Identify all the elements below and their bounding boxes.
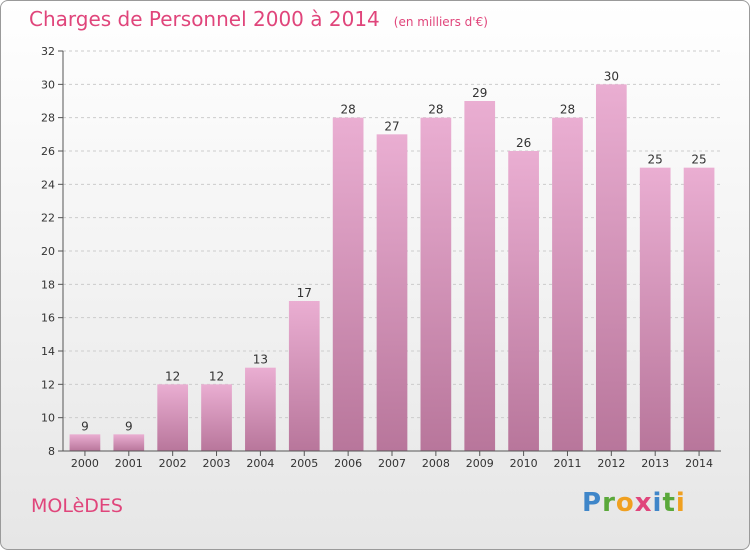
y-tick-label: 8 [48,445,55,458]
bar-value-label: 13 [253,353,268,367]
bar-value-label: 9 [125,419,133,433]
bar [157,384,189,451]
x-tick-label: 2008 [422,457,450,470]
y-tick-label: 24 [41,178,55,191]
bar [639,167,671,451]
y-tick-label: 28 [41,112,55,125]
chart-subtitle: (en milliers d'€) [393,15,488,29]
bars: 9 9 12 12 13 17 28 27 28 29 26 28 30 25 25 [69,69,715,452]
chart-title: Charges de Personnel 2000 à 2014 (en mill… [29,7,488,31]
chart-title-text: Charges de Personnel 2000 à 2014 [29,7,380,31]
bar [683,167,715,451]
x-tick-label: 2005 [290,457,318,470]
bar [332,117,364,452]
bar [552,117,583,452]
bar [69,434,101,451]
bar [245,367,276,451]
y-tick-label: 16 [41,312,55,325]
bar-value-label: 30 [604,69,619,83]
logo-letter: t [662,488,676,518]
y-tick-label: 18 [41,278,55,291]
bar-value-label: 25 [648,153,663,167]
bar-value-label: 28 [428,103,443,117]
bar [201,384,232,451]
x-tick-label: 2007 [378,457,406,470]
logo-letter: i [675,488,686,518]
logo-letter: x [634,488,653,518]
bar [508,151,539,451]
bar [113,434,145,451]
y-tick-label: 22 [41,212,55,225]
y-tick-label: 32 [41,45,55,58]
y-tick-label: 12 [41,378,55,391]
x-tick-label: 2001 [115,457,143,470]
x-tick-label: 2009 [466,457,494,470]
logo-letter: P [582,488,603,518]
axes: 8 10 12 14 16 18 20 22 24 26 28 30 32 2000 2001 2002 200… [41,45,721,470]
bar [376,134,408,452]
x-tick-label: 2004 [246,457,274,470]
commune-name: MOLèDES [31,495,123,517]
y-tick-label: 30 [41,78,55,91]
logo-letter: r [602,488,616,518]
x-tick-label: 2013 [641,457,669,470]
bar-value-label: 9 [81,419,89,433]
bar-value-label: 25 [691,153,706,167]
bar-value-label: 28 [340,103,355,117]
bar-value-label: 27 [384,119,399,133]
bar-value-label: 26 [516,136,531,150]
x-tick-label: 2000 [71,457,99,470]
x-tick-label: 2014 [685,457,713,470]
x-tick-label: 2010 [510,457,538,470]
x-tick-label: 2003 [203,457,231,470]
bar [595,84,627,451]
y-tick-label: 14 [41,345,55,358]
y-tick-label: 10 [41,412,55,425]
bar [288,301,320,451]
x-tick-label: 2002 [159,457,187,470]
y-tick-label: 26 [41,145,55,158]
x-tick-label: 2012 [597,457,625,470]
logo-letter: i [652,488,663,518]
x-tick-label: 2011 [553,457,581,470]
proxiti-logo[interactable]: Proxiti [582,488,686,518]
x-tick-label: 2006 [334,457,362,470]
y-tick-label: 20 [41,245,55,258]
bar-value-label: 17 [297,286,312,300]
bar [464,101,496,451]
logo-letter: o [615,488,635,518]
bar-value-label: 28 [560,103,575,117]
bar-value-label: 12 [165,369,180,383]
bar-value-label: 12 [209,369,224,383]
bar-value-label: 29 [472,86,487,100]
bar [420,117,452,452]
